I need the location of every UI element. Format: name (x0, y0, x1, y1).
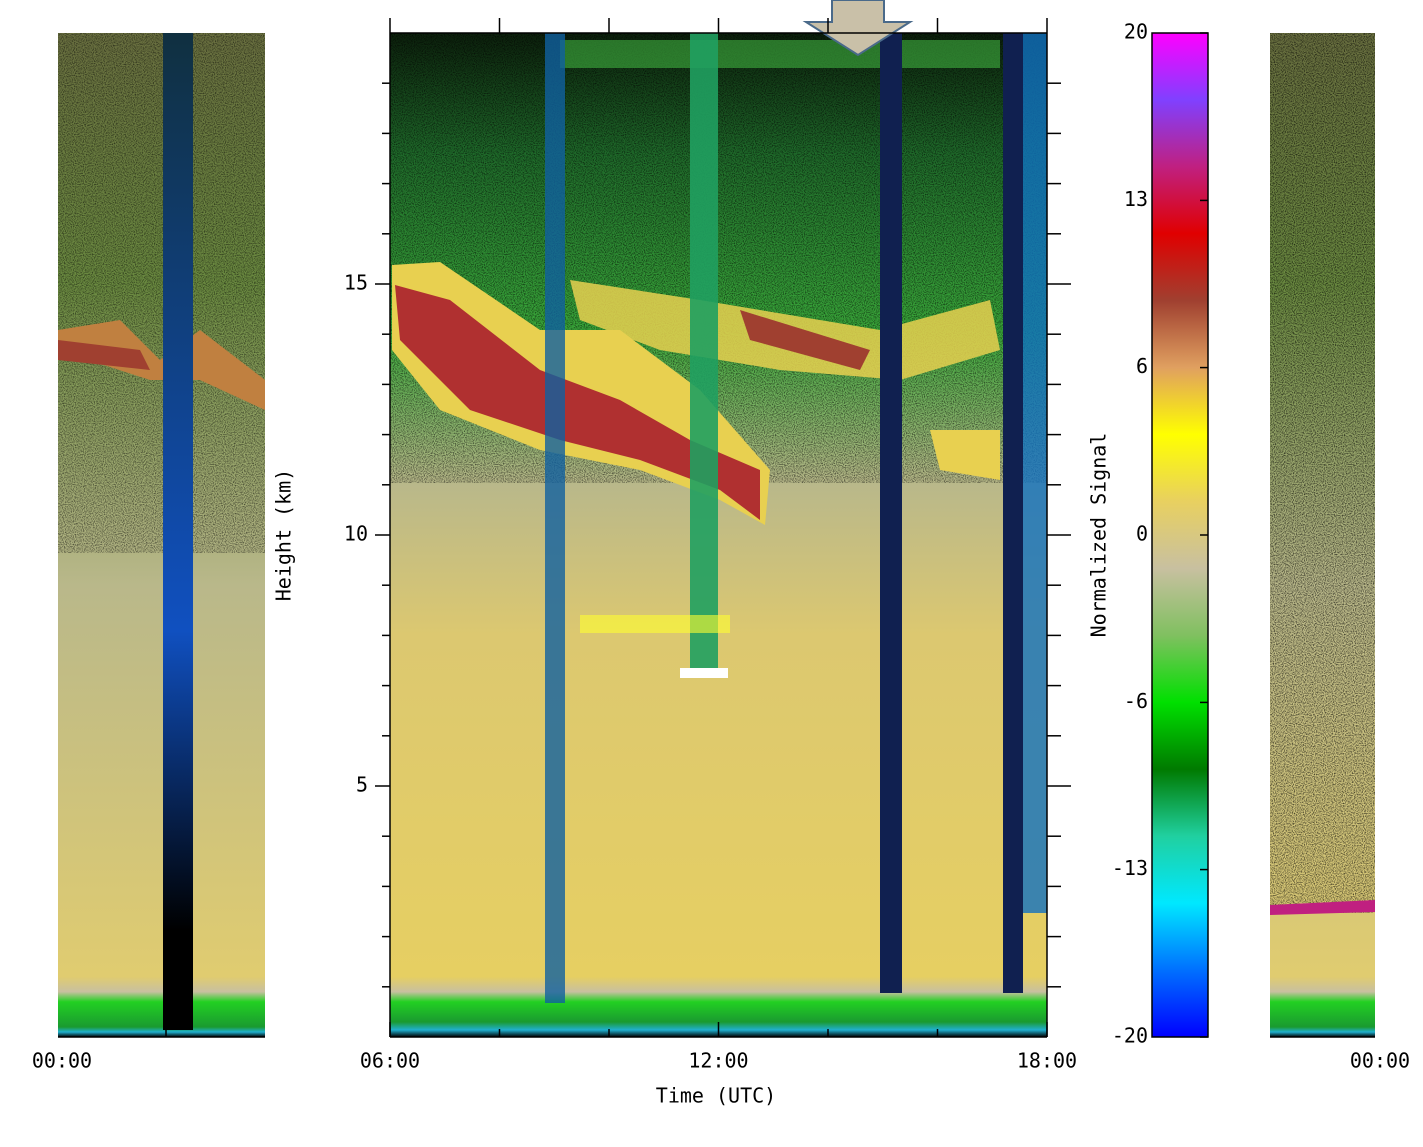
colorbar-label: Normalized Signal (1087, 433, 1111, 638)
x-tick-label: 12:00 (688, 1049, 748, 1073)
colorbar-tick-label: 6 (1136, 354, 1148, 378)
colorbar-tick-label: -6 (1124, 689, 1148, 713)
main-panel (390, 33, 1047, 1037)
x-tick-label: 06:00 (360, 1049, 420, 1073)
x-axis-label: Time (UTC) (656, 1084, 776, 1108)
y-axis-label: Height (km) (272, 469, 296, 601)
colorbar-tick-label: 13 (1124, 187, 1148, 211)
colorbar (1151, 32, 1209, 1038)
right-panel (1270, 33, 1375, 1037)
colorbar-tick-label: -13 (1112, 856, 1148, 880)
x-tick-label: 18:00 (1017, 1049, 1077, 1073)
side-tick-label: 00:00 (32, 1049, 92, 1073)
left-panel (58, 33, 265, 1037)
y-tick-label: 10 (344, 522, 368, 546)
y-tick-label: 5 (356, 773, 368, 797)
colorbar-tick-label: 0 (1136, 522, 1148, 546)
colorbar-tick-label: -20 (1112, 1024, 1148, 1048)
side-tick-label: 00:00 (1350, 1049, 1410, 1073)
colorbar-tick-label: 20 (1124, 20, 1148, 44)
axes (58, 18, 1375, 1038)
y-tick-label: 15 (344, 271, 368, 295)
